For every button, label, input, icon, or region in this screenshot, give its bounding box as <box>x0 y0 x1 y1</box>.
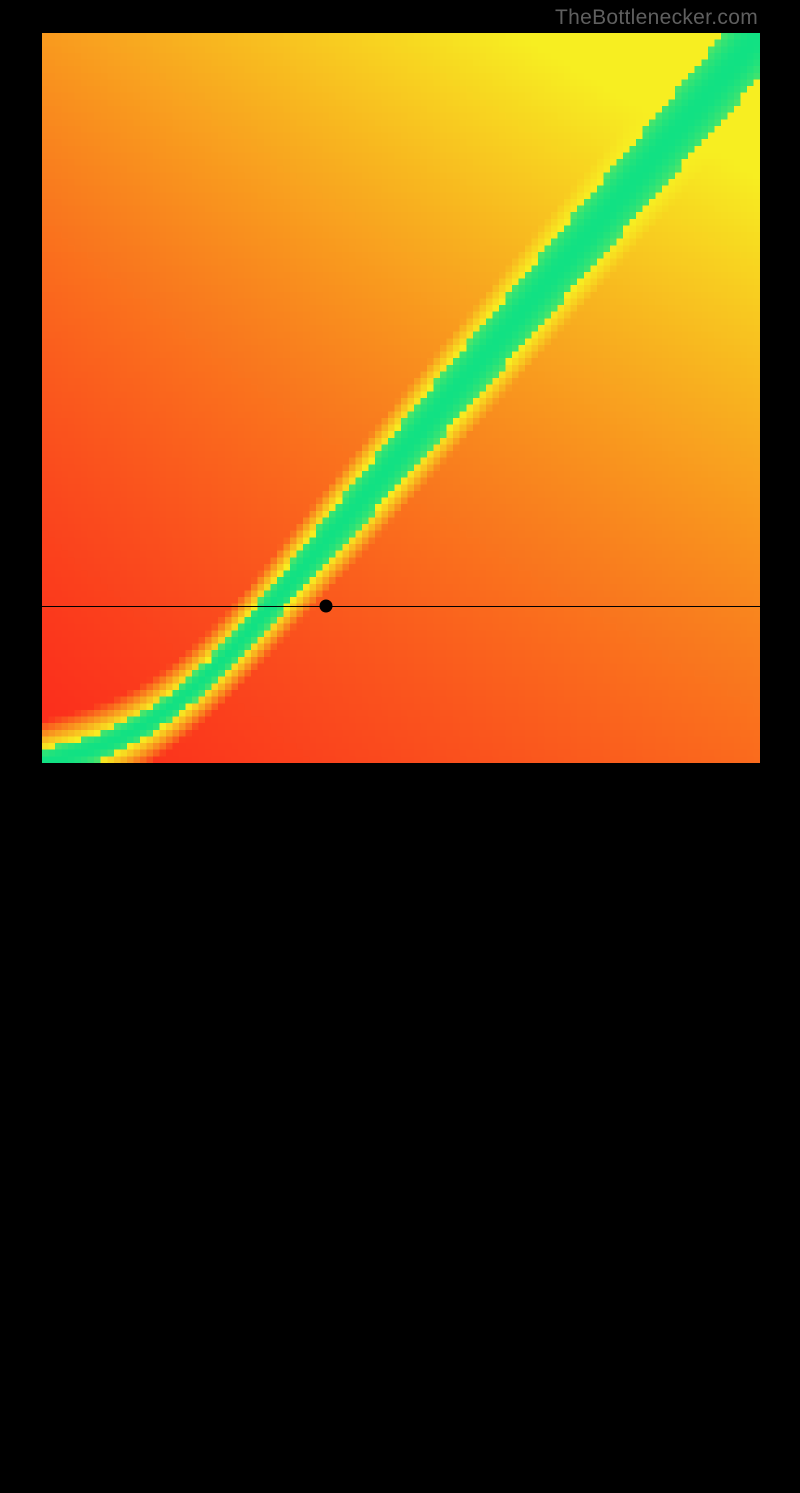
heatmap-canvas <box>42 33 760 763</box>
crosshair-horizontal <box>42 606 760 607</box>
crosshair-marker <box>319 600 332 613</box>
watermark-text: TheBottlenecker.com <box>555 6 758 30</box>
crosshair-vertical <box>325 763 326 1493</box>
heatmap-plot <box>42 33 760 763</box>
